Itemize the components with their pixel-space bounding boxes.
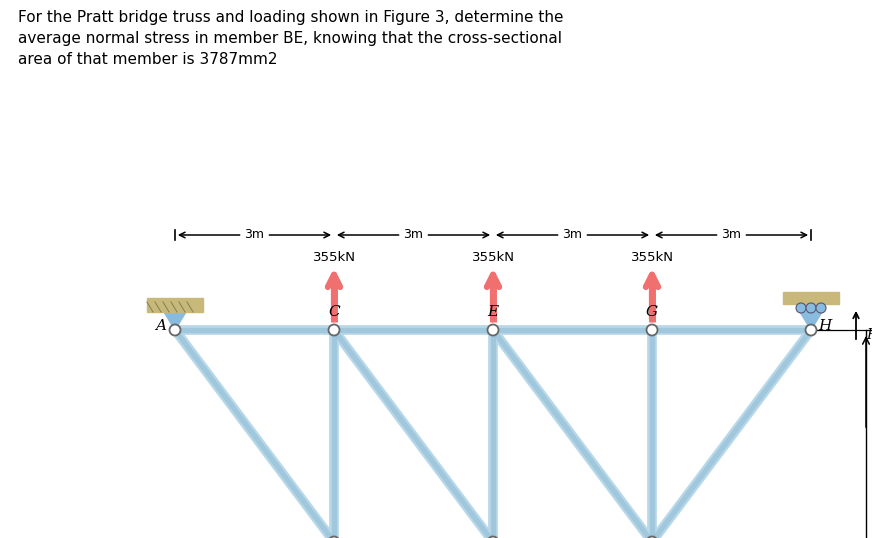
Text: G: G: [646, 305, 658, 319]
Text: 355kN: 355kN: [630, 251, 673, 264]
Circle shape: [646, 324, 657, 336]
Text: For the Pratt bridge truss and loading shown in Figure 3, determine the: For the Pratt bridge truss and loading s…: [18, 10, 563, 25]
Bar: [147, 298, 203, 312]
Circle shape: [816, 303, 826, 313]
Text: 3m: 3m: [404, 229, 424, 242]
Circle shape: [806, 303, 816, 313]
Polygon shape: [164, 312, 186, 330]
Circle shape: [487, 324, 499, 336]
Circle shape: [806, 324, 816, 336]
Polygon shape: [800, 312, 822, 330]
Text: 3m: 3m: [562, 229, 582, 242]
Text: area of that member is 3787mm2: area of that member is 3787mm2: [18, 52, 277, 67]
Text: A: A: [155, 319, 167, 333]
Text: 355kN: 355kN: [472, 251, 514, 264]
Text: average normal stress in member BE, knowing that the cross-sectional: average normal stress in member BE, know…: [18, 31, 562, 46]
Circle shape: [487, 536, 499, 538]
Text: 355kN: 355kN: [312, 251, 356, 264]
Circle shape: [329, 324, 339, 336]
Circle shape: [169, 324, 181, 336]
Text: C: C: [328, 305, 340, 319]
Circle shape: [329, 536, 339, 538]
Text: 3m: 3m: [721, 229, 741, 242]
Text: 3m: 3m: [244, 229, 264, 242]
Text: H: H: [866, 328, 872, 342]
Circle shape: [646, 536, 657, 538]
Text: E: E: [487, 305, 499, 319]
Text: H: H: [819, 319, 832, 333]
Circle shape: [796, 303, 806, 313]
Bar: [783, 292, 839, 304]
